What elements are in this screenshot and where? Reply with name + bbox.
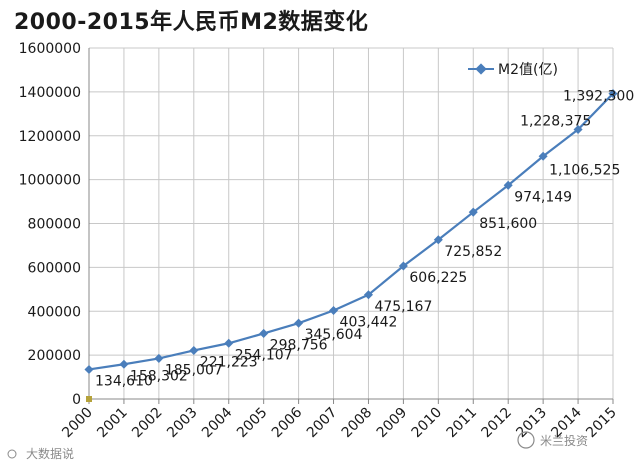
data-label: 606,225 (409, 270, 467, 286)
x-tick-label: 2004 (199, 404, 236, 441)
data-label: 298,756 (270, 337, 328, 353)
weibo-icon (7, 449, 17, 459)
data-labels: 134,610158,302185,007221,223254,107298,7… (95, 89, 634, 390)
watermark-left-text: 大数据说 (26, 446, 74, 461)
x-tick-label: 2006 (269, 404, 306, 441)
x-tick-label: 2005 (234, 405, 271, 442)
data-label: 345,604 (305, 327, 363, 343)
data-label: 725,852 (444, 244, 502, 260)
x-tick-labels: 2000200120022003200420052006200720082009… (59, 404, 620, 441)
data-label: 475,167 (374, 299, 432, 315)
data-label: 1,228,375 (520, 114, 591, 130)
data-point (189, 345, 199, 355)
watermark-right: 米兰投资 (517, 431, 588, 449)
data-label: 221,223 (200, 354, 258, 370)
x-tick-label: 2011 (444, 405, 481, 442)
y-tick-label: 1200000 (19, 129, 81, 145)
y-tick-labels: 0 200000 400000 600000 800000 1000000 1200000 1… (19, 41, 81, 408)
data-label: 974,149 (514, 189, 572, 205)
data-label: 158,302 (130, 368, 188, 384)
data-label: 1,106,525 (549, 162, 620, 178)
chart-title: 2000-2015年人民币M2数据变化 (14, 10, 369, 35)
axes (86, 48, 614, 404)
y-tick-label: 1400000 (19, 85, 81, 101)
y-tick-label: 400000 (28, 304, 81, 320)
y-tick-label: 1000000 (19, 173, 81, 189)
data-label: 1,392,300 (563, 89, 634, 105)
data-point (154, 353, 164, 363)
y-tick-label: 600000 (28, 260, 81, 276)
data-point (119, 359, 129, 369)
data-point (224, 338, 234, 348)
data-point (84, 364, 94, 374)
wechat-icon (517, 431, 535, 449)
origin-marker (86, 396, 92, 402)
legend-label: M2值(亿) (498, 62, 558, 78)
series-line (88, 92, 614, 371)
data-label: 403,442 (340, 314, 398, 330)
x-tick-label: 2009 (374, 405, 411, 442)
data-label: 851,600 (479, 216, 537, 232)
data-point (294, 318, 304, 328)
x-tick-label: 2002 (129, 405, 166, 442)
data-label: 254,107 (235, 347, 293, 363)
x-tick-label: 2003 (164, 405, 201, 442)
x-tick-label: 2010 (409, 405, 446, 442)
legend-point-marker (475, 63, 487, 75)
y-tick-label: 800000 (28, 217, 81, 233)
data-point (329, 305, 339, 316)
y-tick-label: 0 (72, 392, 81, 408)
watermark-right-text: 米兰投资 (540, 433, 588, 448)
data-label: 185,007 (165, 362, 223, 378)
x-tick-label: 2000 (59, 405, 96, 442)
data-point (259, 328, 269, 338)
y-tick-label: 200000 (28, 348, 81, 364)
watermark-left: 大数据说 (7, 446, 74, 461)
data-point (468, 207, 478, 217)
x-tick-label: 2007 (304, 405, 341, 442)
legend: M2值(亿) (468, 62, 558, 78)
data-label: 134,610 (95, 373, 153, 389)
x-tick-label: 2008 (339, 405, 376, 442)
x-tick-label: 2015 (583, 405, 620, 442)
x-tick-label: 2001 (94, 405, 131, 442)
x-tick-label: 2012 (479, 405, 516, 442)
y-tick-label: 1600000 (19, 41, 81, 57)
